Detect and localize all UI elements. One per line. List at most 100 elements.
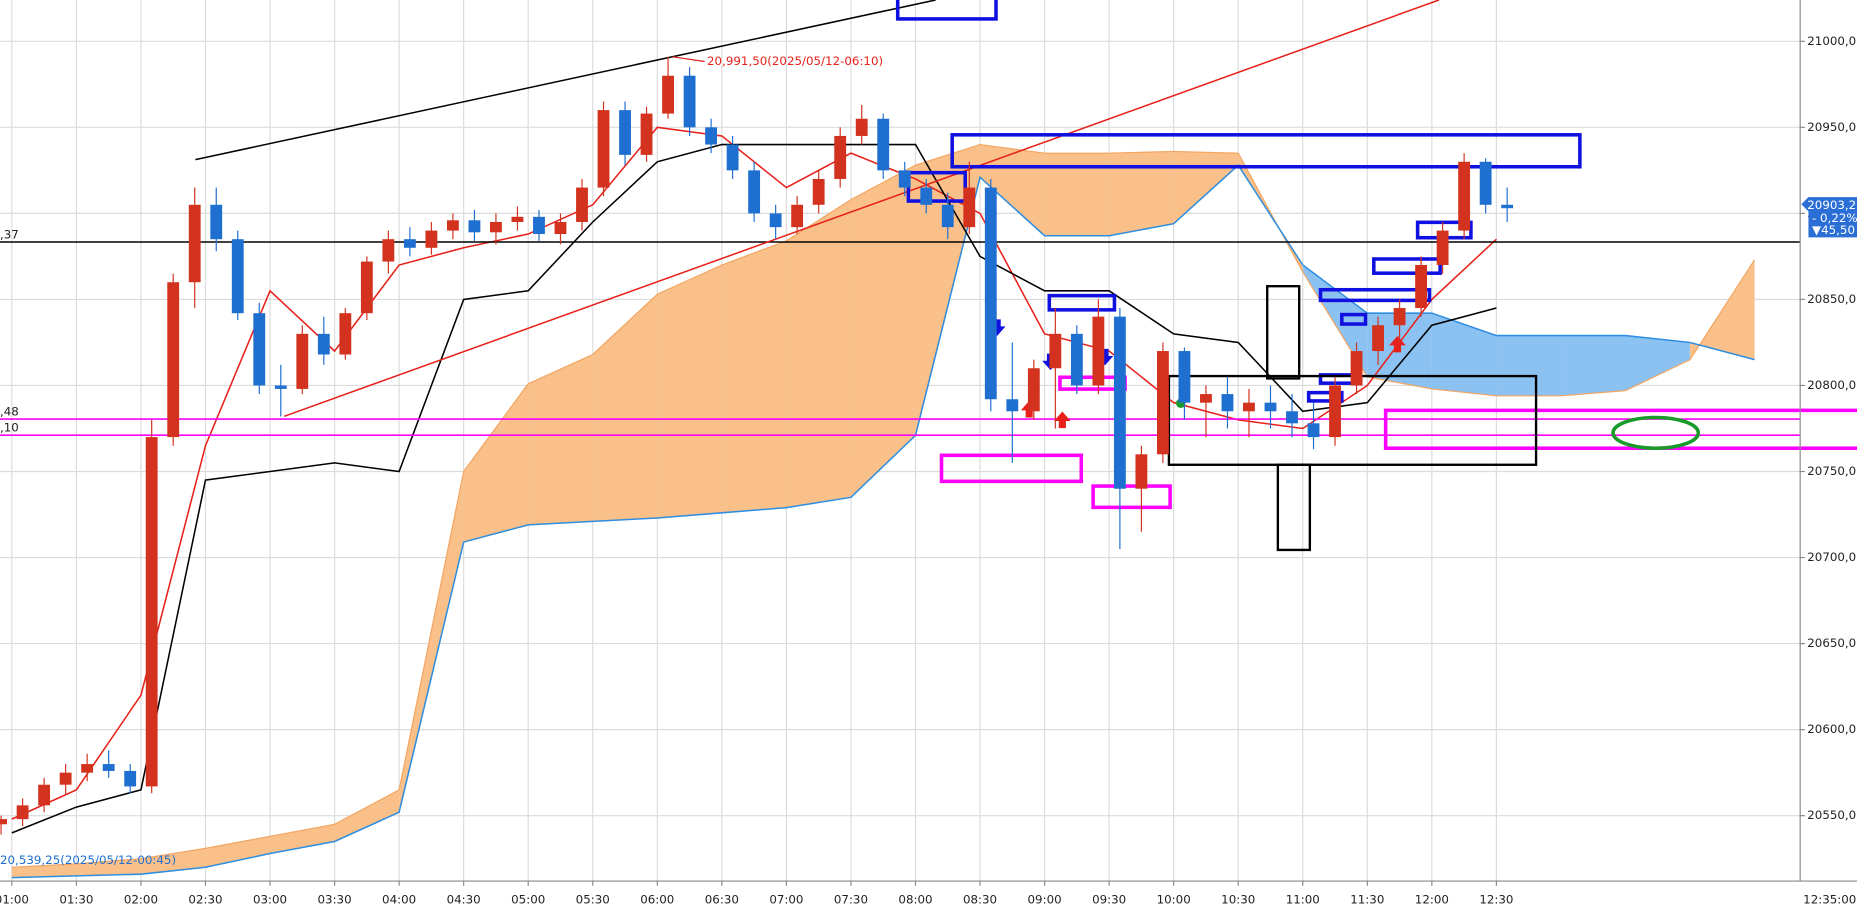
- candle-body: [834, 135, 847, 179]
- buy-arrow: [1389, 335, 1406, 353]
- candle-body: [1415, 265, 1428, 309]
- candle-body: [124, 770, 137, 787]
- time-label: 12:35:00: [1803, 892, 1856, 906]
- x-tick-label: 08:30: [963, 892, 997, 906]
- candle-body: [791, 204, 804, 228]
- cloud-segment: [270, 824, 335, 854]
- y-tick-label: 20850,00: [1807, 292, 1857, 306]
- target-ellipse: [1611, 415, 1701, 450]
- x-tick-label: 03:00: [253, 892, 287, 906]
- candle-body: [382, 239, 395, 262]
- candle-body: [1286, 411, 1298, 424]
- candle-body: [1092, 316, 1105, 386]
- candle-body: [231, 239, 244, 314]
- x-tick-label: 09:00: [1028, 892, 1062, 906]
- cloud-segment: [1560, 335, 1626, 396]
- candle-body: [167, 282, 180, 438]
- x-tick-label: 05:00: [511, 892, 545, 906]
- candle-body: [1049, 333, 1062, 369]
- candle-body: [1006, 399, 1019, 412]
- candle-body: [296, 333, 309, 389]
- price-line-label: ,10: [0, 421, 19, 435]
- candle-body: [619, 110, 631, 155]
- zone-box: [1383, 408, 1857, 450]
- candle-body: [1458, 161, 1471, 231]
- x-tick-label: 11:30: [1350, 892, 1384, 906]
- zone-box: [1340, 312, 1368, 326]
- candle-body: [705, 127, 718, 145]
- candle-body: [490, 221, 502, 233]
- candle-body: [446, 220, 459, 231]
- candle-body: [1479, 161, 1492, 205]
- candle-body: [533, 216, 545, 235]
- x-tick-label: 03:30: [318, 892, 352, 906]
- candle-body: [0, 819, 8, 825]
- candle-body: [1307, 423, 1320, 438]
- candle-body: [597, 110, 610, 188]
- candle-body: [984, 187, 997, 400]
- candle-body: [1113, 316, 1126, 489]
- zone-box: [1091, 484, 1172, 510]
- candle-body: [274, 385, 287, 389]
- cloud-segment: [463, 383, 529, 543]
- trend-line: [283, 0, 1440, 418]
- x-tick-label: 12:30: [1479, 892, 1513, 906]
- cloud-segment: [1496, 335, 1561, 396]
- x-tick-label: 07:00: [769, 892, 803, 906]
- candle-body: [360, 261, 373, 314]
- candle-body: [425, 230, 438, 248]
- candle-body: [898, 170, 911, 188]
- zone-box: [1318, 287, 1432, 303]
- price-line-label: ,48: [0, 404, 19, 418]
- x-tick-label: 06:30: [705, 892, 739, 906]
- candle-body: [16, 805, 29, 820]
- high-note: 20,991,50(2025/05/12-06:10): [707, 54, 883, 68]
- cloud-segment: [850, 165, 916, 498]
- y-tick-label: 21000,00: [1807, 34, 1857, 48]
- cloud-segment: [1173, 151, 1239, 224]
- zone-box: [1372, 257, 1442, 275]
- x-tick-label: 10:30: [1221, 892, 1255, 906]
- candle-body: [1135, 454, 1148, 489]
- y-tick-label: 20750,00: [1807, 464, 1857, 478]
- candle-body: [468, 220, 481, 233]
- candle-body: [812, 178, 825, 205]
- y-tick-label: 20550,00: [1807, 808, 1857, 822]
- candle-body: [511, 216, 524, 222]
- cloud-segment: [11, 863, 77, 878]
- zone-box: [895, 0, 998, 21]
- candle-body: [1264, 402, 1277, 412]
- candle-body: [1200, 394, 1212, 403]
- x-tick-label: 05:30: [576, 892, 610, 906]
- cloud-segment: [657, 265, 722, 518]
- candle-body: [769, 213, 782, 228]
- y-tick-label: 20950,00: [1807, 120, 1857, 134]
- candle-body: [1221, 394, 1234, 412]
- candle-body: [38, 784, 51, 806]
- candle-body: [1156, 351, 1169, 455]
- kijun-line: [11, 143, 1497, 834]
- cloud-segment: [721, 240, 787, 513]
- candle-body: [1436, 230, 1449, 266]
- last-diff: ▼45,50: [1812, 223, 1855, 237]
- candle-body: [576, 187, 588, 222]
- x-tick-label: 06:00: [640, 892, 674, 906]
- candle-body: [1372, 325, 1384, 352]
- candle-body: [855, 118, 868, 136]
- x-tick-label: 11:00: [1286, 892, 1320, 906]
- y-tick-label: 20700,00: [1807, 550, 1857, 564]
- candle-body: [877, 118, 890, 171]
- sell-arrow: [1096, 348, 1114, 366]
- x-tick-label: 01:00: [0, 892, 29, 906]
- drawings: [195, 0, 1857, 552]
- candle-body: [662, 75, 674, 114]
- span-a-line: [11, 143, 1756, 868]
- x-tick-label: 08:00: [898, 892, 932, 906]
- candle-body: [726, 144, 739, 171]
- cloud-segment: [786, 199, 851, 508]
- span-b-line: [11, 164, 1755, 879]
- cloud-segment: [528, 354, 593, 525]
